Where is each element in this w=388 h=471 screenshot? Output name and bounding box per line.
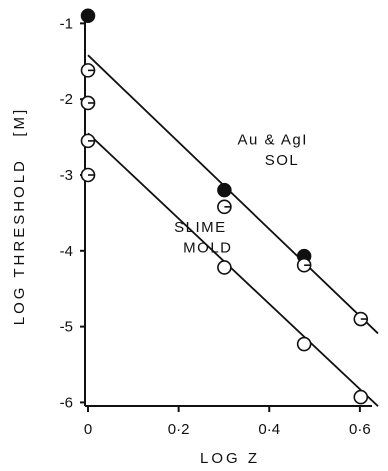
x-tick-label: 0 [84,421,92,438]
data-point-half [80,95,96,111]
y-tick-label: -3 [60,167,73,184]
x-tick-label: 0·6 [349,421,371,438]
data-point-half [296,257,312,273]
x-tick-label: 0·2 [168,421,190,438]
x-axis-label: LOG Z [200,450,260,467]
y-tick-label: -4 [60,243,73,260]
fit-lines [87,54,379,407]
data-point-half [80,133,96,149]
data-point-half [217,199,232,215]
annotation-label: MOLD [183,239,232,256]
fit-line [87,132,379,407]
axes: -1 -2 -3 -4 -5 -6 0 0·2 0·4 0·6 LOG Z LOG THRESHOLD… [11,15,372,467]
x-tick-label: 0·4 [258,421,280,438]
data-point-filled [217,182,232,198]
data-point-half [353,311,369,327]
annotation-label: SOL [265,152,300,169]
annotation-label: SLIME [174,219,227,236]
y-axis-label: LOG THRESHOLD [M] [11,107,28,325]
data-point-open [353,389,369,405]
data-point-open [217,260,232,275]
data-point-half [80,63,96,78]
data-points [80,8,369,405]
data-point-open [296,336,312,352]
y-tick-label: -2 [60,91,73,108]
data-point-half [80,167,96,183]
y-tick-label: -1 [60,15,73,32]
y-tick-label: -6 [60,394,73,411]
annotation-label: Au & AgI [238,132,308,149]
data-point-filled [80,8,96,24]
fit-line [87,54,379,335]
annotations: Au & AgI SOL SLIME MOLD [174,132,308,257]
y-tick-label: -5 [60,319,73,336]
